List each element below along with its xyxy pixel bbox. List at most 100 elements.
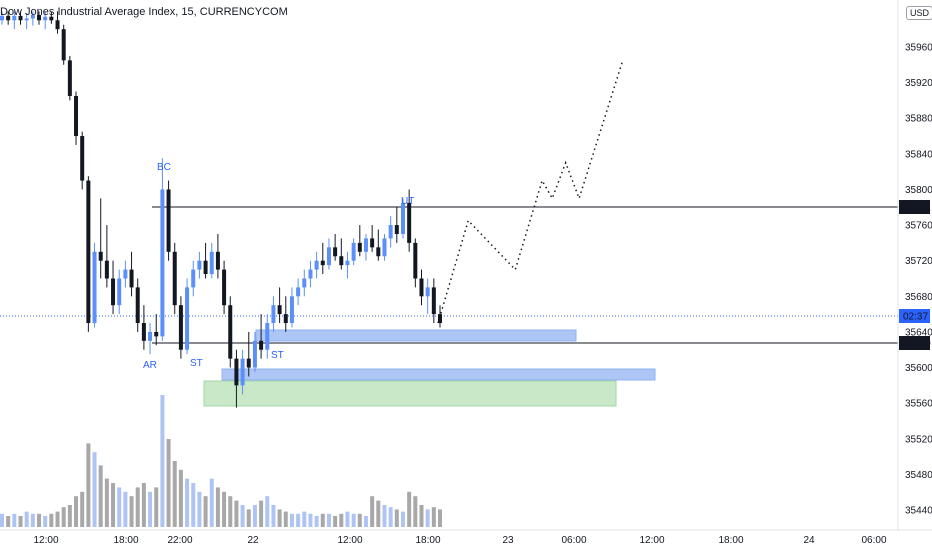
volume-bar (370, 496, 375, 527)
volume-bar (308, 513, 313, 527)
candle-body (111, 278, 116, 306)
volume-bar (191, 483, 196, 527)
candle-body (12, 15, 17, 21)
currency-button[interactable]: USD (906, 6, 932, 20)
volume-bar (400, 511, 405, 527)
candle-body (74, 95, 79, 137)
candle-body (117, 278, 122, 306)
candle-body (86, 180, 91, 324)
price-level-label: 35629 (903, 339, 931, 350)
volume-bar (333, 516, 338, 527)
candle-body (431, 287, 436, 315)
volume-bar (129, 496, 134, 527)
volume-bar (154, 487, 159, 527)
candle-body (104, 260, 109, 279)
volume-bar (376, 500, 381, 527)
price-axis-bg (898, 0, 932, 530)
volume-bar (252, 505, 257, 527)
volume-bar (67, 505, 72, 527)
volume-bar (234, 500, 239, 527)
price-axis[interactable]: 35440 35480 35520 35560 35600 35640 35680 35720… (897, 0, 932, 530)
candle-body (382, 238, 387, 257)
candle-body (394, 225, 399, 234)
candle-body (302, 278, 307, 288)
countdown-label: 02:37 (903, 312, 928, 323)
candle-body (320, 260, 325, 266)
candle-body (98, 251, 103, 261)
volume-bar (222, 491, 227, 527)
volume-bar (296, 513, 301, 527)
volume-bar (283, 511, 288, 527)
volume-bar (209, 478, 214, 527)
candle-body (246, 358, 251, 368)
candle-body (339, 256, 344, 266)
volume-bar (407, 491, 412, 527)
volume-bar (351, 513, 356, 527)
volume-bar (339, 513, 344, 527)
demand-zone-green (203, 380, 617, 407)
candle-body (240, 358, 245, 386)
volume-bar (302, 511, 307, 527)
volume-bar (382, 505, 387, 527)
candle-body (265, 323, 270, 350)
volume-bar (12, 513, 17, 527)
candle-body (283, 314, 288, 324)
price-tick-label: 35880 (905, 114, 932, 125)
candle-body (333, 247, 338, 257)
candle-body (67, 60, 72, 96)
price-tick-label: 35560 (905, 399, 932, 410)
volume-bar (289, 513, 294, 527)
chart-title: Dow Jones Industrial Average Index, 15, … (0, 6, 288, 18)
candle-body (30, 14, 35, 19)
annotation-label: ST (190, 358, 203, 369)
candle-body (61, 29, 66, 61)
candle-body (438, 314, 442, 324)
candle-body (277, 305, 282, 315)
volume-bar (117, 487, 122, 527)
candle-body (129, 269, 134, 288)
price-tick-label: 35600 (905, 363, 932, 374)
candle-body (222, 269, 227, 306)
candle-body (92, 251, 97, 324)
annotation-label: BC (157, 162, 171, 173)
candle-body (252, 340, 257, 368)
candle-body (55, 20, 60, 30)
volume-bar (86, 443, 91, 527)
time-axis[interactable]: 12:00 18:00 22:00 22 12:00 18:00 23 06:00 12:00 1… (0, 529, 932, 546)
volume-bar (92, 452, 97, 527)
candle-body (215, 251, 220, 270)
volume-bar (135, 487, 140, 527)
candle-body (419, 278, 424, 297)
volume-bar (197, 491, 202, 527)
price-tick-label: 35920 (905, 78, 932, 89)
candle-body (37, 14, 42, 21)
volume-bar (259, 500, 264, 527)
time-tick-label: 18:00 (718, 535, 743, 546)
volume-bar (160, 395, 165, 527)
candles[interactable] (0, 11, 442, 408)
price-level-label: 35781 (903, 203, 931, 214)
volume-bar (172, 461, 177, 527)
volume-bar (166, 439, 171, 527)
price-tick-label: 35440 (905, 506, 932, 517)
volume-bar (419, 505, 424, 527)
candle-body (326, 247, 331, 266)
price-tick-label: 35640 (905, 327, 932, 338)
volume-bar (326, 513, 331, 527)
candle-body (160, 189, 165, 337)
candle-body (141, 323, 146, 341)
time-tick-label: 22 (247, 535, 259, 546)
volume-bar (431, 507, 436, 527)
candle-body (228, 305, 233, 359)
candle-body (271, 305, 276, 324)
candle-body (203, 260, 208, 275)
volume-bar (74, 496, 79, 527)
candle-body (289, 296, 294, 324)
volume-bar (320, 513, 325, 527)
candle-body (148, 331, 153, 341)
time-tick-label: 18:00 (113, 535, 138, 546)
volume-bar (240, 505, 245, 527)
projection-path (437, 60, 624, 324)
volume-bar (265, 496, 270, 527)
